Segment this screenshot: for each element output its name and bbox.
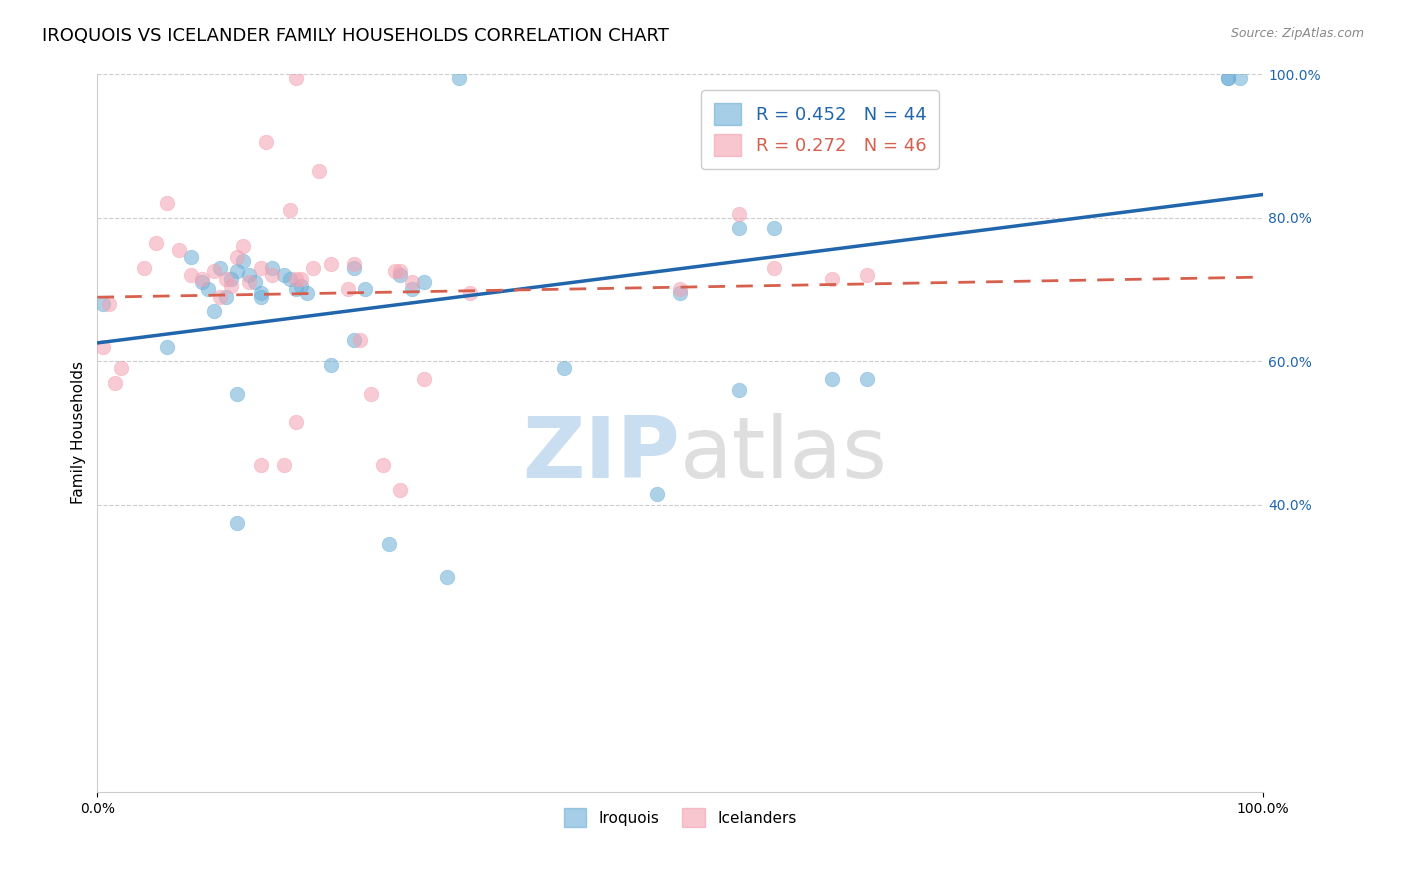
Point (412, 275, 434, 289)
Point (669, 285, 692, 300)
Point (202, 304, 225, 318)
Point (727, 207, 749, 221)
Point (389, 268, 412, 282)
Point (354, 282, 377, 296)
Point (226, 250, 249, 264)
Point (249, 260, 271, 275)
Point (91, 297, 114, 311)
Point (856, 268, 879, 282)
Point (343, 260, 366, 275)
Point (412, 372, 434, 386)
Point (243, 275, 266, 289)
Text: Source: ZipAtlas.com: Source: ZipAtlas.com (1230, 27, 1364, 40)
Point (238, 268, 260, 282)
Point (436, 569, 458, 583)
Point (447, 70, 470, 85)
Point (156, 196, 179, 211)
Point (197, 282, 219, 296)
Point (273, 268, 295, 282)
Point (401, 275, 423, 289)
Point (727, 383, 749, 397)
Point (401, 282, 423, 296)
Point (226, 386, 249, 401)
Point (273, 458, 295, 473)
Point (389, 483, 412, 498)
Point (343, 257, 366, 271)
Y-axis label: Family Households: Family Households (72, 361, 86, 505)
Point (202, 264, 225, 278)
Point (284, 271, 307, 285)
Point (669, 282, 692, 296)
Point (167, 243, 190, 257)
Point (249, 285, 271, 300)
Point (214, 289, 236, 303)
Point (290, 271, 312, 285)
Point (295, 285, 318, 300)
Point (221, 278, 243, 293)
Point (349, 333, 371, 347)
Point (278, 203, 301, 218)
Point (110, 361, 132, 376)
Point (284, 415, 307, 429)
Point (249, 458, 271, 473)
Point (319, 257, 342, 271)
Point (553, 361, 575, 376)
Point (238, 275, 260, 289)
Point (371, 458, 394, 473)
Point (226, 516, 249, 530)
Point (1218, 70, 1240, 85)
Point (1218, 70, 1240, 85)
Point (343, 333, 366, 347)
Point (156, 340, 179, 354)
Point (290, 278, 312, 293)
Point (262, 260, 284, 275)
Point (180, 268, 202, 282)
Point (308, 164, 330, 178)
Point (856, 372, 879, 386)
Point (460, 285, 482, 300)
Point (91, 340, 114, 354)
Point (254, 135, 277, 149)
Point (262, 268, 284, 282)
Point (645, 487, 668, 501)
Point (232, 253, 254, 268)
Point (98, 297, 121, 311)
Point (104, 376, 127, 390)
Point (232, 239, 254, 253)
Point (319, 358, 342, 372)
Point (284, 282, 307, 296)
Point (284, 70, 307, 85)
Point (132, 260, 155, 275)
Point (821, 372, 844, 386)
Point (208, 289, 231, 303)
Point (337, 282, 360, 296)
Legend: Iroquois, Icelanders: Iroquois, Icelanders (555, 801, 804, 835)
Point (208, 260, 231, 275)
Point (180, 250, 202, 264)
Point (762, 260, 785, 275)
Point (249, 289, 271, 303)
Point (214, 271, 236, 285)
Point (384, 264, 406, 278)
Text: atlas: atlas (681, 413, 889, 496)
Point (1229, 70, 1251, 85)
Point (191, 271, 214, 285)
Point (727, 221, 749, 235)
Text: ZIP: ZIP (523, 413, 681, 496)
Point (221, 271, 243, 285)
Text: IROQUOIS VS ICELANDER FAMILY HOUSEHOLDS CORRELATION CHART: IROQUOIS VS ICELANDER FAMILY HOUSEHOLDS … (42, 27, 669, 45)
Point (360, 386, 382, 401)
Point (191, 275, 214, 289)
Point (762, 221, 785, 235)
Point (278, 271, 301, 285)
Point (145, 235, 167, 250)
Point (389, 264, 412, 278)
Point (226, 264, 249, 278)
Point (302, 260, 325, 275)
Point (821, 271, 844, 285)
Point (378, 537, 401, 551)
